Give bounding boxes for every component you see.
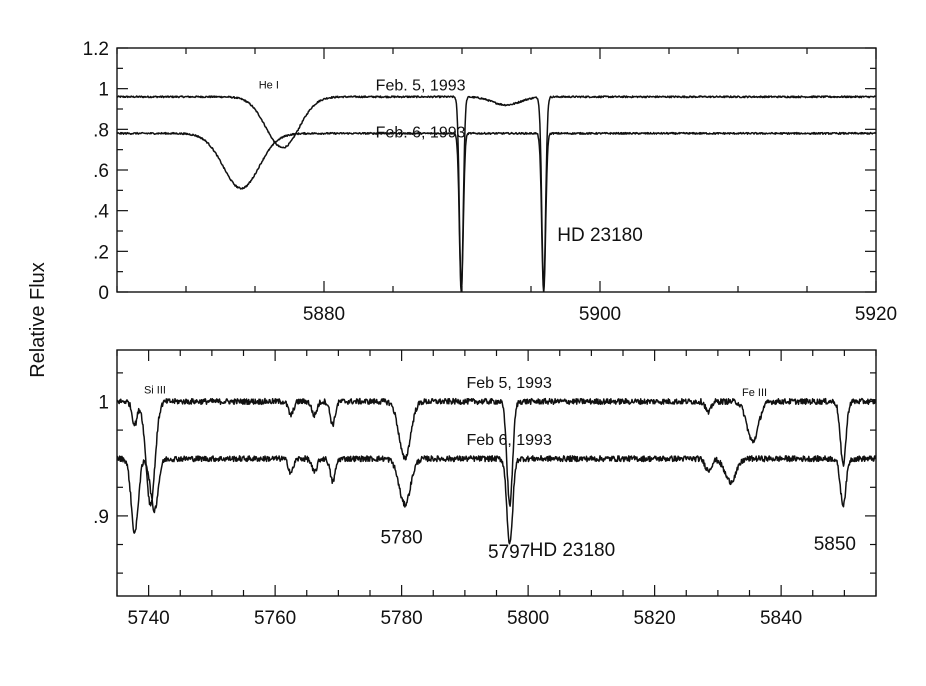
y-tick-label: 1.2 <box>83 39 109 60</box>
spectrum-line-feb6 <box>117 455 876 545</box>
y-tick-label: .9 <box>93 507 109 528</box>
annotation-label: 5780 <box>380 527 422 548</box>
annotation-label: Si III <box>144 384 166 396</box>
series-label: Feb 5, 1993 <box>466 375 552 392</box>
y-tick-label: .2 <box>93 242 109 263</box>
annotation-label: He I <box>259 80 279 92</box>
plot-frame <box>116 47 877 293</box>
top-panel: 5880 5900 5920 0 .2 .4 .6 .8 1 1.2 Feb. 5, 1993 Feb… <box>83 39 898 325</box>
y-tick-label: .4 <box>93 202 109 223</box>
annotation-label: HD 23180 <box>557 225 643 246</box>
y-tick-label: 1 <box>98 80 109 101</box>
x-tick-label: 5820 <box>633 608 675 629</box>
y-tick-label: 1 <box>98 392 109 413</box>
annotation-label: 5797 <box>488 542 530 563</box>
x-tick-label: 5840 <box>760 608 802 629</box>
x-tick-label: 5920 <box>855 304 897 325</box>
x-tick-label: 5900 <box>579 304 621 325</box>
y-axis-title: Relative Flux <box>27 262 49 378</box>
bottom-panel: 5740 5760 5780 5800 5820 5840 .9 1 Feb 5, 1993 Fe… <box>93 349 877 629</box>
spectrum-line-feb5 <box>117 95 876 291</box>
spectrum-line-feb5 <box>117 397 876 507</box>
x-tick-label: 5780 <box>380 608 422 629</box>
annotation-label: HD 23180 <box>530 540 616 561</box>
series-label: Feb. 5, 1993 <box>376 78 466 95</box>
x-tick-label: 5740 <box>127 608 169 629</box>
x-tick-label: 5800 <box>507 608 549 629</box>
x-tick-label: 5760 <box>254 608 296 629</box>
y-tick-label: .6 <box>93 161 109 182</box>
series-label: Feb 6, 1993 <box>466 432 552 449</box>
x-tick-label: 5880 <box>303 304 345 325</box>
y-tick-label: .8 <box>93 120 109 141</box>
series-label: Feb. 6, 1993 <box>376 124 466 141</box>
annotation-label: Fe III <box>742 387 767 399</box>
spectrum-line-feb6 <box>117 131 876 292</box>
annotation-label: 5850 <box>814 534 856 555</box>
y-tick-label: 0 <box>98 283 109 304</box>
